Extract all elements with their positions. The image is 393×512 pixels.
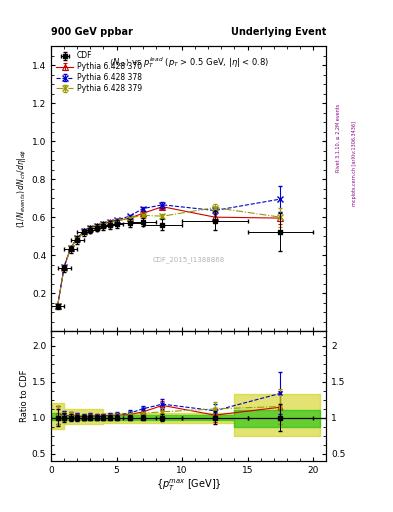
Text: Rivet 3.1.10, ≥ 2.2M events: Rivet 3.1.10, ≥ 2.2M events bbox=[336, 104, 341, 173]
Y-axis label: Ratio to CDF: Ratio to CDF bbox=[20, 370, 29, 422]
Text: Underlying Event: Underlying Event bbox=[231, 27, 326, 37]
Legend: CDF, Pythia 6.428 370, Pythia 6.428 378, Pythia 6.428 379: CDF, Pythia 6.428 370, Pythia 6.428 378,… bbox=[55, 50, 144, 95]
Y-axis label: $(1/N_{events})\,dN_{ch}/d\eta|_{d\phi}$: $(1/N_{events})\,dN_{ch}/d\eta|_{d\phi}$ bbox=[16, 149, 29, 228]
X-axis label: $\{p_T^{max}$ [GeV]$\}$: $\{p_T^{max}$ [GeV]$\}$ bbox=[156, 477, 222, 493]
Text: CDF_2015_I1388868: CDF_2015_I1388868 bbox=[152, 257, 225, 263]
Text: mcplots.cern.ch [arXiv:1306.3436]: mcplots.cern.ch [arXiv:1306.3436] bbox=[352, 121, 357, 206]
Text: $\langle N_{ch}\rangle$ vs $p_T^{lead}$ ($p_T$ > 0.5 GeV, |$\eta$| < 0.8): $\langle N_{ch}\rangle$ vs $p_T^{lead}$ … bbox=[108, 55, 269, 70]
Text: 900 GeV ppbar: 900 GeV ppbar bbox=[51, 27, 133, 37]
